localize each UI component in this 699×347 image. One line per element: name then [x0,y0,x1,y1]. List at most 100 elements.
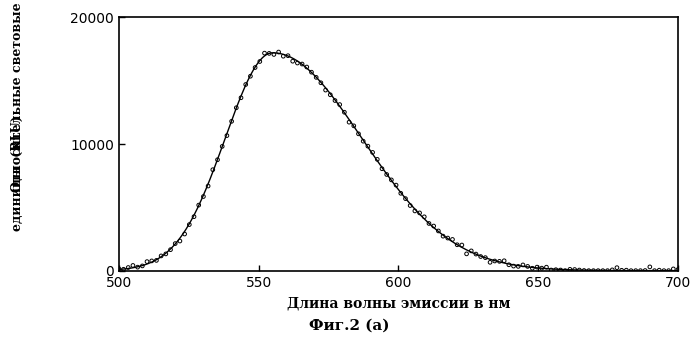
Point [607,267,618,273]
Point [612,265,623,270]
Point [315,80,326,86]
Point [569,267,580,272]
Point [640,268,651,273]
Point [541,264,552,270]
Point [273,49,284,55]
Point [475,254,487,259]
Point [517,262,528,268]
Point [174,238,185,244]
Point [122,265,134,270]
Point [189,214,200,219]
Point [264,51,275,56]
Point [447,237,458,242]
Point [668,266,679,272]
Point [470,251,482,257]
Point [555,267,566,273]
Point [250,65,261,70]
Point [602,268,613,273]
Point [278,53,289,59]
Point [503,262,514,268]
Point [353,131,364,137]
Point [296,61,308,67]
Point [405,203,416,208]
Point [291,60,303,66]
Point [654,268,665,273]
Point [306,69,317,75]
Point [165,247,176,253]
Point [236,95,247,101]
Point [597,268,608,273]
Point [433,228,444,234]
Point [193,202,204,208]
Point [287,58,298,64]
Point [545,267,556,273]
Point [400,196,411,201]
Point [362,143,373,149]
Point [494,259,505,264]
Point [649,268,660,273]
Point [231,105,242,111]
Point [663,268,675,273]
Point [391,182,402,188]
Point [644,264,656,270]
Point [531,264,542,270]
Point [127,263,138,268]
Point [560,268,571,273]
Point [170,241,181,246]
Point [616,268,627,273]
Point [381,172,392,177]
Point [522,264,533,269]
Point [334,102,345,107]
Text: единицы  (RLU): единицы (RLU) [11,116,24,231]
Point [203,183,214,189]
Point [343,119,354,125]
Point [132,264,143,270]
Point [442,235,454,241]
Point [329,98,340,103]
X-axis label: Длина волны эмиссии в нм: Длина волны эмиссии в нм [287,296,510,311]
Point [489,258,500,264]
Point [348,123,359,129]
Point [536,265,547,271]
Point [179,231,190,237]
Point [428,223,439,229]
Text: Фиг.2 (а): Фиг.2 (а) [309,319,390,333]
Point [198,194,209,199]
Point [367,150,378,155]
Point [320,87,331,93]
Point [498,258,510,263]
Point [222,133,233,138]
Point [358,138,369,144]
Point [461,251,472,257]
Point [621,268,632,273]
Point [282,53,294,59]
Point [414,210,425,216]
Point [207,167,218,172]
Point [579,268,590,273]
Point [151,257,162,263]
Point [372,156,383,162]
Text: Относительные световые: Относительные световые [11,2,24,192]
Point [113,266,124,271]
Point [395,191,406,196]
Point [550,267,561,272]
Point [146,258,157,264]
Point [376,166,387,171]
Point [301,64,312,70]
Point [141,259,152,264]
Point [456,242,468,248]
Point [339,109,350,115]
Point [212,157,223,162]
Point [635,268,646,273]
Point [658,268,670,273]
Point [254,59,266,64]
Point [259,50,270,56]
Point [593,268,604,273]
Point [160,251,171,257]
Point [226,119,237,124]
Point [240,82,252,87]
Point [512,264,524,269]
Point [508,263,519,269]
Point [386,177,397,183]
Point [583,268,594,273]
